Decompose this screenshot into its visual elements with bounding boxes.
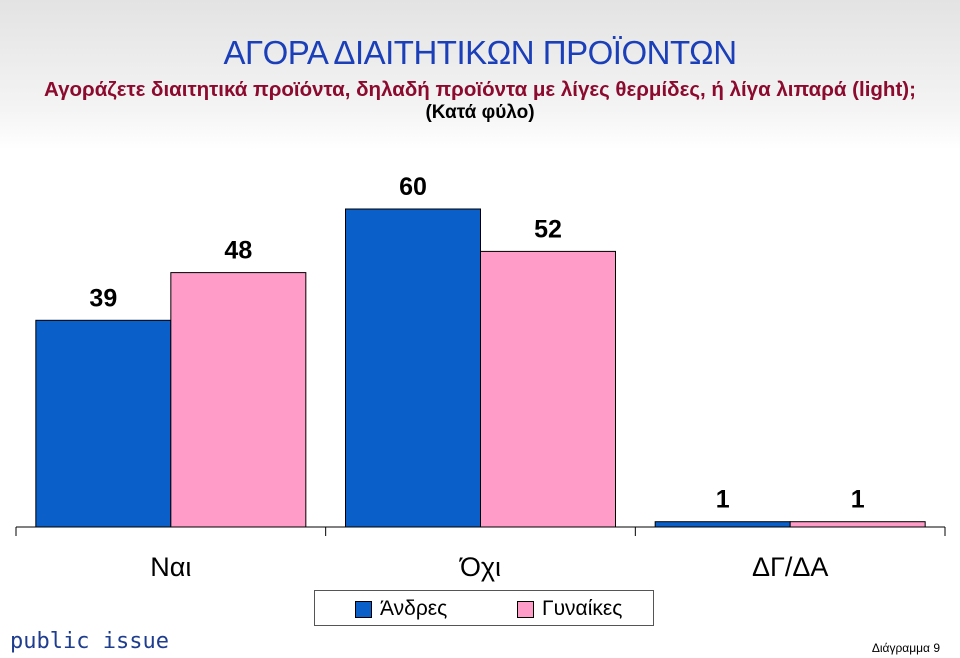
- legend-swatch-women: [517, 600, 534, 618]
- brand-logo: public issue: [10, 629, 169, 654]
- legend-label-women: Γυναίκες: [542, 597, 623, 620]
- bar-men-2: [654, 521, 791, 528]
- legend-label-men: Άνδρες: [380, 597, 448, 620]
- category-label: Ναι: [150, 552, 191, 582]
- page-label: Διάγραμμα 9: [871, 641, 940, 655]
- legend: Άνδρες Γυναίκες: [314, 590, 654, 626]
- bar-value-label: 1: [716, 486, 730, 514]
- bar-value-label: 60: [399, 173, 427, 201]
- chart-title: ΑΓΟΡΑ ΔΙΑΙΤΗΤΙΚΩΝ ΠΡΟΪΟΝΤΩΝ: [223, 34, 737, 71]
- bar-women-0: [170, 272, 307, 528]
- category-label: Όχι: [459, 552, 501, 582]
- bar-value-label: 52: [534, 215, 562, 243]
- chart-subsubtitle: (Κατά φύλο): [425, 102, 535, 123]
- bar-men-0: [35, 319, 172, 528]
- chart-subtitle: Αγοράζετε διαιτητικά προϊόντα, δηλαδή πρ…: [44, 78, 916, 101]
- bar-value-label: 1: [851, 486, 865, 514]
- bar-women-1: [480, 250, 616, 528]
- bar-men-1: [345, 208, 481, 528]
- legend-swatch-men: [355, 600, 372, 618]
- bar-women-2: [789, 521, 926, 528]
- bar-chart: 39 48 Ναι 60 52 Όχι 1 1 ΔΓ/ΔΑ: [15, 173, 946, 582]
- legend-item-men: Άνδρες: [355, 597, 447, 621]
- bar-value-label: 39: [89, 284, 117, 312]
- legend-item-women: Γυναίκες: [517, 597, 622, 621]
- category-label: ΔΓ/ΔΑ: [752, 552, 828, 582]
- bar-value-label: 48: [224, 237, 252, 265]
